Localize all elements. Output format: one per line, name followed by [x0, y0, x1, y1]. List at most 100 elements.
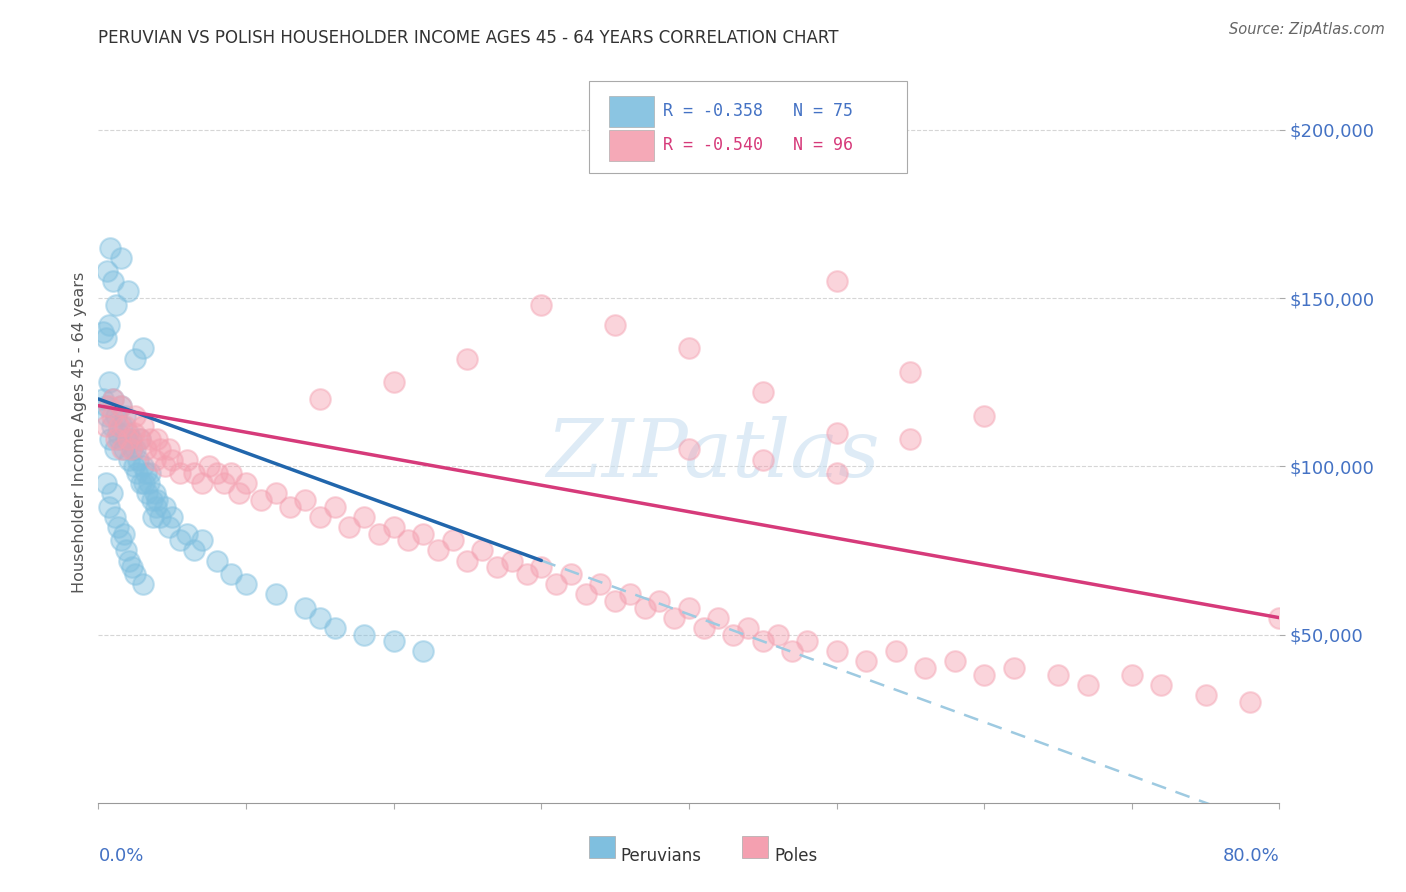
- Point: [135, 442, 157, 457]
- Point: [139, 433, 162, 447]
- Point: [114, 418, 136, 433]
- Point: [205, 466, 228, 480]
- Point: [114, 409, 136, 423]
- Point: [250, 492, 273, 507]
- Point: [94, 418, 117, 433]
- Point: [1150, 678, 1173, 692]
- Point: [146, 433, 169, 447]
- Point: [110, 399, 132, 413]
- Point: [943, 655, 966, 669]
- Point: [107, 425, 129, 440]
- Text: R = -0.358   N = 75: R = -0.358 N = 75: [664, 103, 853, 120]
- Point: [117, 425, 139, 440]
- Point: [139, 466, 162, 480]
- Y-axis label: Householder Income Ages 45 - 64 years: Householder Income Ages 45 - 64 years: [72, 272, 87, 593]
- Point: [280, 500, 302, 514]
- Point: [752, 634, 775, 648]
- Point: [825, 644, 848, 658]
- Point: [91, 325, 114, 339]
- Point: [575, 587, 598, 601]
- Point: [648, 594, 671, 608]
- Point: [191, 533, 214, 548]
- Point: [96, 264, 118, 278]
- FancyBboxPatch shape: [609, 95, 654, 127]
- Point: [471, 543, 494, 558]
- Point: [309, 392, 332, 406]
- Point: [138, 476, 160, 491]
- Point: [117, 433, 139, 447]
- Point: [1077, 678, 1099, 692]
- Point: [96, 409, 118, 423]
- Point: [105, 298, 128, 312]
- Point: [221, 466, 243, 480]
- Point: [693, 621, 716, 635]
- Point: [105, 409, 128, 423]
- Point: [664, 610, 686, 624]
- Point: [128, 433, 150, 447]
- Point: [973, 409, 995, 423]
- Point: [127, 452, 149, 467]
- Point: [112, 526, 135, 541]
- Point: [98, 240, 121, 255]
- Point: [825, 466, 848, 480]
- Point: [134, 476, 156, 491]
- Point: [605, 594, 627, 608]
- Point: [108, 433, 131, 447]
- Point: [143, 452, 166, 467]
- Point: [146, 492, 169, 507]
- Point: [1121, 668, 1143, 682]
- Point: [94, 399, 117, 413]
- Point: [205, 553, 228, 567]
- Point: [132, 577, 155, 591]
- Point: [752, 452, 775, 467]
- Point: [97, 399, 120, 413]
- Point: [221, 566, 243, 581]
- Point: [353, 509, 375, 524]
- Point: [100, 486, 122, 500]
- Point: [323, 500, 346, 514]
- Text: 80.0%: 80.0%: [1223, 847, 1279, 865]
- Point: [153, 459, 176, 474]
- Point: [111, 442, 134, 457]
- Point: [825, 274, 848, 288]
- Point: [103, 392, 125, 406]
- Point: [98, 433, 121, 447]
- Point: [723, 627, 745, 641]
- Point: [198, 459, 221, 474]
- Point: [183, 543, 205, 558]
- Point: [501, 553, 523, 567]
- Point: [457, 351, 479, 366]
- Point: [441, 533, 464, 548]
- Point: [135, 466, 157, 480]
- Point: [107, 520, 129, 534]
- Point: [110, 251, 132, 265]
- Point: [678, 342, 700, 356]
- Point: [589, 577, 612, 591]
- Point: [457, 553, 479, 567]
- Point: [97, 500, 120, 514]
- Point: [110, 399, 132, 413]
- Point: [141, 492, 163, 507]
- Point: [176, 526, 198, 541]
- FancyBboxPatch shape: [742, 836, 768, 858]
- Point: [382, 375, 405, 389]
- FancyBboxPatch shape: [589, 81, 907, 173]
- Point: [117, 285, 139, 299]
- Point: [1046, 668, 1070, 682]
- Point: [108, 418, 131, 433]
- Text: Poles: Poles: [773, 847, 817, 865]
- Point: [121, 442, 143, 457]
- Point: [153, 500, 176, 514]
- Point: [104, 509, 127, 524]
- Point: [235, 577, 257, 591]
- Point: [368, 526, 391, 541]
- Point: [634, 600, 657, 615]
- Point: [619, 587, 641, 601]
- Point: [143, 486, 166, 500]
- Point: [122, 459, 145, 474]
- Point: [121, 560, 143, 574]
- Point: [128, 433, 150, 447]
- Point: [183, 466, 205, 480]
- Point: [115, 433, 138, 447]
- Point: [737, 621, 759, 635]
